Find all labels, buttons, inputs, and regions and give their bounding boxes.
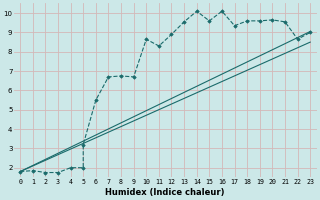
X-axis label: Humidex (Indice chaleur): Humidex (Indice chaleur) — [106, 188, 225, 197]
